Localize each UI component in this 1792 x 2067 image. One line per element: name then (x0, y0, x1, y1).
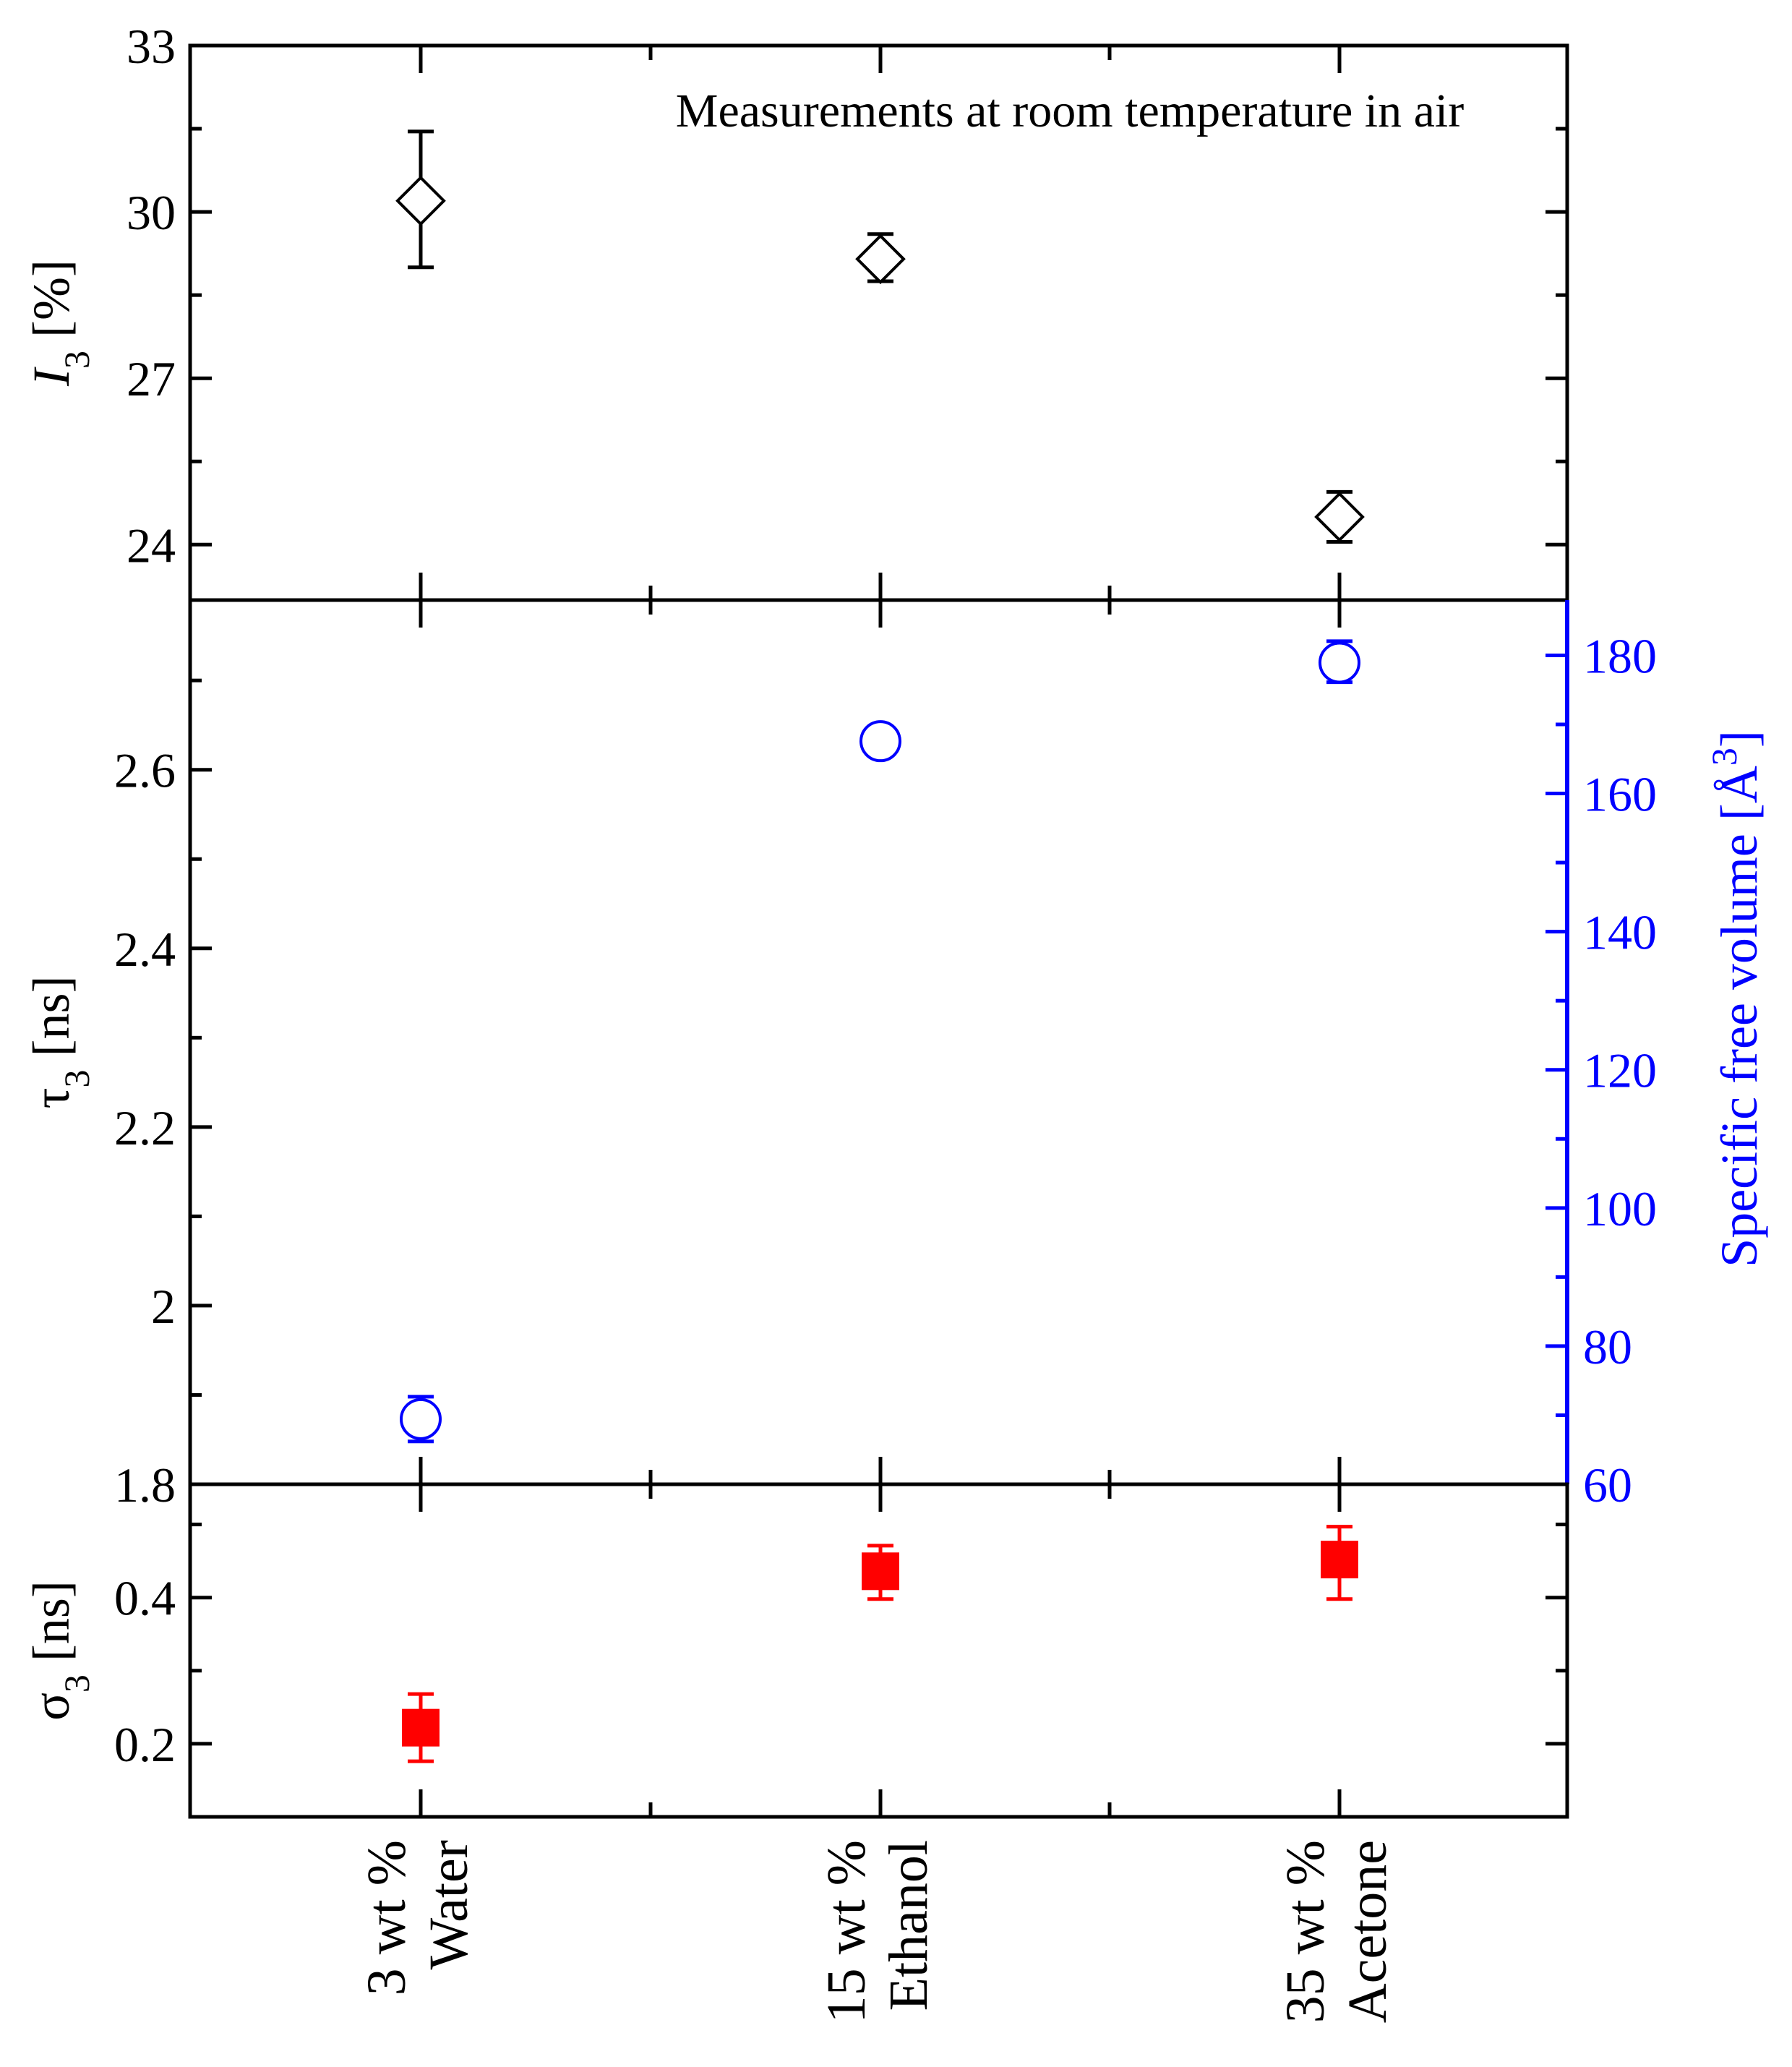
right-y-tick-label: 100 (1583, 1181, 1657, 1236)
diamond-marker (1314, 492, 1365, 542)
right-y-axis-label: Specific free volume [Å3] (1704, 730, 1768, 1267)
annotation-text: Measurements at room temperature in air (676, 85, 1464, 137)
right-y-tick-label: 120 (1583, 1043, 1657, 1098)
right-y-tick-label: 180 (1583, 628, 1657, 683)
circle-marker (1319, 641, 1360, 684)
category-label-line1: 3 wt % (356, 1840, 417, 1995)
right-y-tick-label: 60 (1583, 1458, 1632, 1512)
data-point-I3-0 (395, 129, 446, 270)
data-point-sigma3-1 (862, 1544, 899, 1601)
category-labels: 3 wt % Water 15 wt % Ethanol 35 wt % Acetone (356, 1840, 1398, 2023)
diamond-marker (395, 175, 446, 226)
data-point-sigma3-2 (1321, 1525, 1358, 1601)
y-axis-label-sigma3: σ3 [ns] (22, 1580, 97, 1721)
y-tick-label: 30 (127, 185, 176, 240)
y-tick-label: 0.2 (114, 1717, 176, 1772)
category-label-line1: 15 wt % (816, 1840, 877, 2023)
right-y-tick-label: 140 (1583, 905, 1657, 960)
square-marker (402, 1708, 440, 1747)
category-label-line1: 35 wt % (1275, 1840, 1336, 2023)
y-tick-label: 2.6 (114, 743, 176, 798)
category-label-line2: Water (419, 1840, 479, 1970)
diamond-marker (855, 234, 906, 285)
y-tick-label: 2.2 (114, 1100, 176, 1155)
circle-marker (400, 1398, 442, 1440)
y-tick-label: 2 (151, 1279, 176, 1334)
data-point-tau3-0 (400, 1395, 442, 1444)
data-point-tau3-2 (1319, 639, 1360, 685)
y-axis-label-tau3: τ3 [ns] (22, 976, 97, 1109)
category-label-line2: Ethanol (878, 1840, 939, 2011)
data-point-I3-1 (855, 232, 906, 285)
y-tick-label: 0.4 (114, 1571, 176, 1626)
square-marker (1321, 1541, 1358, 1579)
data-point-I3-2 (1314, 489, 1365, 544)
data-point-sigma3-0 (402, 1692, 440, 1763)
panels-group: 24 27 30 33 I3 [%] 1.8 2 2.2 2.4 2.6 τ3 [ns] 60 80 10… (22, 19, 1768, 1819)
panel-tau3: 1.8 2 2.2 2.4 2.6 τ3 [ns] 60 80 100 120 140 160 180 S… (22, 598, 1768, 1512)
y-tick-label: 24 (127, 518, 176, 573)
y-tick-label: 2.4 (114, 922, 176, 977)
y-tick-label: 27 (127, 351, 176, 406)
right-y-tick-label: 160 (1583, 767, 1657, 822)
square-marker (862, 1552, 899, 1591)
y-axis-label-I3: I3 [%] (22, 260, 97, 387)
category-label-line2: Acetone (1337, 1840, 1398, 2023)
y-tick-label: 33 (127, 19, 176, 74)
circle-marker (859, 720, 901, 763)
y-tick-label: 1.8 (114, 1458, 176, 1512)
panel-sigma3: 0.2 0.4 σ3 [ns] (22, 1482, 1569, 1819)
right-y-tick-label: 80 (1583, 1319, 1632, 1374)
data-point-tau3-1 (859, 720, 901, 763)
panel-I3: 24 27 30 33 I3 [%] (22, 19, 1569, 602)
